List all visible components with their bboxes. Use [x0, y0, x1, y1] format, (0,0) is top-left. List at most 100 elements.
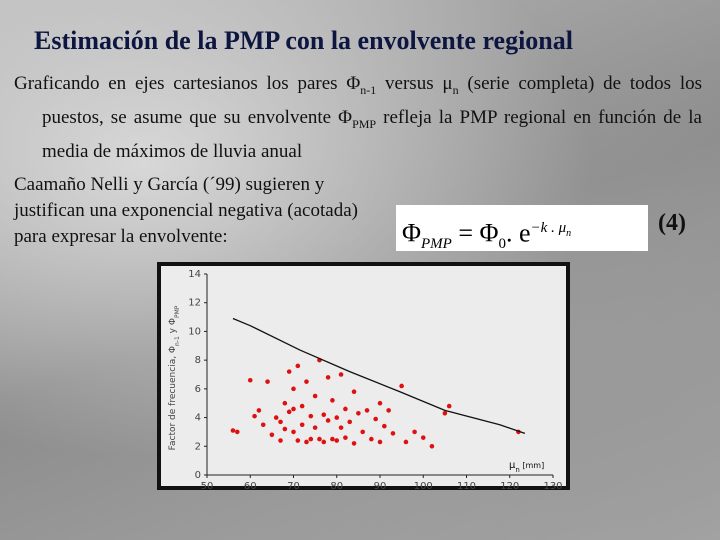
formula-sub: 0: [498, 235, 507, 252]
data-point: [312, 425, 318, 430]
label-part: Factor de frecuencia, Φ: [168, 346, 178, 450]
data-point: [295, 363, 301, 369]
data-point: [347, 419, 353, 425]
y-tick-label: 6: [195, 384, 201, 395]
data-point: [399, 383, 404, 389]
data-point: [334, 415, 340, 420]
data-point: [343, 435, 348, 440]
data-point: [420, 435, 426, 440]
data-point: [265, 379, 270, 384]
formula-sup: −k . μn: [530, 220, 572, 239]
label-sub: PMP: [174, 305, 181, 318]
data-point: [429, 443, 435, 449]
formula: ΦPMP = Φ0. e−k . μn: [396, 205, 648, 252]
data-point: [325, 418, 331, 423]
x-tick-label: 90: [374, 481, 387, 490]
data-point: [252, 413, 257, 419]
data-point: [321, 412, 327, 417]
data-point: [312, 393, 318, 399]
text: (serie completa) de todos los puestos, s…: [42, 73, 702, 128]
data-point: [338, 372, 344, 377]
label-sub: n: [515, 466, 519, 474]
data-point: [234, 429, 240, 435]
chart: Factor de frecuencia, Φn-1 y ΦPMP μn [mm…: [157, 262, 570, 490]
data-point: [291, 429, 296, 435]
data-point: [386, 408, 391, 413]
data-point: [382, 423, 387, 429]
data-point: [373, 416, 378, 422]
x-tick-label: 50: [201, 481, 214, 490]
data-point: [247, 377, 253, 383]
data-point: [282, 400, 288, 406]
formula-part: = Φ: [458, 218, 499, 248]
data-point: [282, 426, 288, 432]
y-tick-label: 12: [188, 298, 201, 309]
subscript: n: [452, 82, 459, 97]
formula-sub: n: [566, 228, 572, 239]
data-point: [330, 436, 335, 442]
data-point: [317, 436, 322, 442]
y-tick-label: 10: [188, 326, 201, 337]
data-point: [230, 428, 236, 433]
data-point: [446, 403, 452, 409]
data-point: [304, 439, 309, 445]
data-point: [295, 438, 301, 443]
data-point: [273, 415, 279, 420]
data-point: [299, 422, 305, 428]
formula-part: . e: [506, 218, 531, 248]
data-point: [369, 436, 374, 442]
data-point: [351, 389, 357, 395]
data-point: [321, 439, 327, 445]
y-tick-label: 0: [195, 470, 201, 481]
subscript: PMP: [352, 116, 377, 131]
y-tick-label: 8: [195, 355, 201, 366]
data-point: [299, 403, 305, 409]
data-point: [377, 400, 383, 406]
data-point: [356, 410, 361, 416]
y-tick-label: 2: [195, 441, 201, 452]
equation-number: (4): [658, 210, 686, 236]
data-point: [390, 431, 396, 436]
x-tick-label: 120: [500, 481, 519, 490]
data-point: [308, 413, 314, 419]
y-axis-label: Factor de frecuencia, Φn-1 y ΦPMP: [168, 305, 181, 450]
data-point: [338, 425, 344, 430]
x-tick-label: 130: [543, 481, 562, 490]
data-point: [291, 406, 296, 412]
plot-background: [161, 266, 566, 486]
data-point: [442, 410, 448, 416]
formula-part: −k . μ: [530, 220, 567, 236]
label-part: [mm]: [520, 461, 544, 470]
label-part: y Φ: [168, 318, 178, 336]
data-point: [269, 432, 275, 438]
data-point: [330, 398, 335, 403]
label-sub: n-1: [174, 336, 181, 346]
data-point: [286, 409, 292, 415]
data-point: [377, 439, 383, 445]
data-point: [304, 379, 309, 384]
y-tick-label: 14: [188, 269, 201, 280]
data-point: [278, 419, 283, 425]
data-point: [256, 408, 262, 413]
data-point: [360, 429, 365, 435]
data-point: [260, 422, 266, 428]
data-point: [291, 386, 296, 392]
x-tick-label: 80: [330, 481, 343, 490]
text: refleja la PMP regional en función de la…: [42, 106, 702, 162]
formula-sub: PMP: [421, 235, 452, 252]
intro-text: Graficando en ejes cartesianos los pares…: [14, 70, 702, 166]
data-point: [364, 408, 370, 413]
data-point: [286, 369, 292, 374]
data-point: [325, 375, 331, 380]
x-tick-label: 60: [244, 481, 257, 490]
x-axis-label: μn [mm]: [509, 460, 544, 474]
text: Graficando en ejes cartesianos los pares…: [14, 73, 361, 94]
data-point: [343, 406, 348, 412]
label-part: μ: [509, 460, 516, 471]
data-point: [308, 436, 314, 442]
x-tick-label: 100: [414, 481, 433, 490]
slide-title: Estimación de la PMP con la envolvente r…: [34, 26, 573, 55]
text: versus μ: [376, 73, 453, 94]
x-tick-label: 110: [457, 481, 476, 490]
